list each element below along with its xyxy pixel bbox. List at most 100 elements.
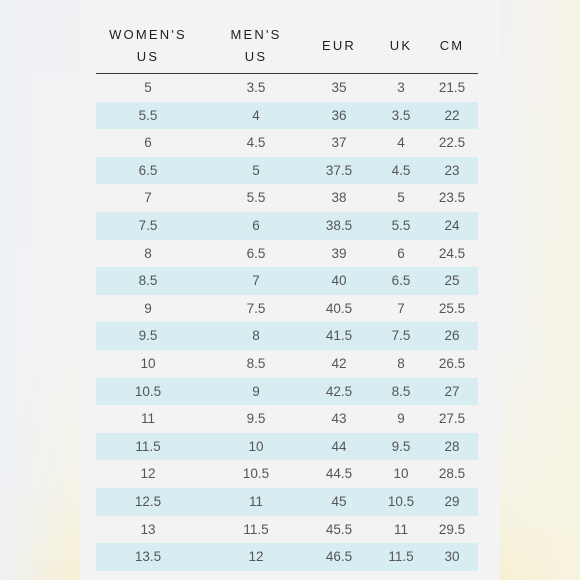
cm-cell: 25: [444, 273, 460, 289]
header-mens-line2: US: [244, 49, 268, 64]
table-row: 7 5.5 38 5 23.5: [96, 184, 478, 212]
womens-us-cell: 12: [140, 466, 156, 482]
eur-cell: 37.5: [325, 162, 353, 178]
header-womens-line1: WOMEN'S: [109, 27, 187, 42]
eur-cell: 38.5: [325, 217, 353, 233]
size-chart: WOMEN'S US MEN'S US EUR UK CM 5 3.5 35 3 21.…: [80, 0, 500, 580]
table-row: 6 4.5 37 4 22.5: [96, 129, 478, 157]
mens-us-cell: 10.5: [242, 466, 270, 482]
eur-cell: 41.5: [325, 328, 353, 344]
table-body: 5 3.5 35 3 21.5 5.5 4 36 3.5 22 6 4.5 37 4 22.5 6.5 5 37.…: [96, 74, 478, 571]
cm-cell: 24.5: [438, 245, 466, 261]
mens-us-cell: 8: [252, 328, 260, 344]
table-row: 10 8.5 42 8 26.5: [96, 350, 478, 378]
background-right: [500, 0, 580, 580]
eur-cell: 42.5: [325, 383, 353, 399]
mens-us-cell: 5: [252, 162, 260, 178]
cm-cell: 28.5: [438, 466, 466, 482]
cm-cell: 25.5: [438, 300, 466, 316]
uk-cell: 5: [397, 190, 405, 206]
uk-cell: 4.5: [391, 162, 411, 178]
womens-us-cell: 5: [144, 80, 152, 95]
womens-us-cell: 13.5: [134, 549, 162, 565]
womens-us-cell: 10.5: [134, 383, 162, 399]
mens-us-cell: 6: [252, 217, 260, 233]
table-row: 13.5 12 46.5 11.5 30: [96, 543, 478, 571]
womens-us-cell: 8: [144, 245, 152, 261]
cm-cell: 30: [444, 549, 460, 565]
cm-cell: 29.5: [438, 521, 466, 537]
table-row: 13 11.5 45.5 11 29.5: [96, 516, 478, 544]
uk-cell: 6: [397, 245, 405, 261]
eur-cell: 40: [331, 273, 347, 289]
womens-us-cell: 6.5: [138, 162, 158, 178]
table-row: 8 6.5 39 6 24.5: [96, 240, 478, 268]
eur-cell: 46.5: [325, 549, 353, 565]
header-uk: UK: [389, 38, 413, 53]
table-row: 5 3.5 35 3 21.5: [96, 74, 478, 102]
eur-cell: 43: [331, 411, 347, 427]
mens-us-cell: 3.5: [246, 80, 266, 95]
eur-cell: 36: [331, 107, 347, 123]
uk-cell: 3.5: [391, 107, 411, 123]
uk-cell: 8.5: [391, 383, 411, 399]
cm-cell: 27.5: [438, 411, 466, 427]
cm-cell: 29: [444, 493, 460, 509]
table-row: 9 7.5 40.5 7 25.5: [96, 295, 478, 323]
table-row: 6.5 5 37.5 4.5 23: [96, 156, 478, 185]
mens-us-cell: 8.5: [246, 355, 266, 371]
mens-us-cell: 10: [248, 438, 264, 454]
cm-cell: 27: [444, 383, 460, 399]
uk-cell: 5.5: [391, 217, 411, 233]
uk-cell: 7.5: [391, 328, 411, 344]
eur-cell: 40.5: [325, 300, 353, 316]
cm-cell: 26.5: [438, 355, 466, 371]
table-row: 7.5 6 38.5 5.5 24: [96, 211, 478, 240]
uk-cell: 10: [393, 466, 409, 482]
eur-cell: 45: [331, 493, 347, 509]
cm-cell: 21.5: [438, 80, 466, 95]
table-row: 11 9.5 43 9 27.5: [96, 405, 478, 433]
womens-us-cell: 11.5: [135, 438, 161, 454]
table-row: 11.5 10 44 9.5 28: [96, 432, 478, 461]
table-row: 12 10.5 44.5 10 28.5: [96, 460, 478, 488]
mens-us-cell: 7: [252, 273, 260, 289]
header-womens-line2: US: [136, 49, 160, 64]
eur-cell: 45.5: [325, 521, 353, 537]
cm-cell: 23: [444, 162, 460, 178]
mens-us-cell: 9: [252, 383, 260, 399]
mens-us-cell: 9.5: [246, 411, 266, 427]
womens-us-cell: 5.5: [138, 107, 158, 123]
uk-cell: 9.5: [391, 438, 411, 454]
mens-us-cell: 4.5: [246, 135, 266, 151]
uk-cell: 9: [397, 411, 405, 427]
table-row: 9.5 8 41.5 7.5 26: [96, 322, 478, 350]
table-row: 10.5 9 42.5 8.5 27: [96, 377, 478, 406]
table-row: 5.5 4 36 3.5 22: [96, 101, 478, 130]
header-mens-us: MEN'S US: [210, 21, 302, 71]
mens-us-cell: 11: [248, 493, 263, 509]
cm-cell: 23.5: [438, 190, 466, 206]
uk-cell: 4: [397, 135, 405, 151]
eur-cell: 38: [331, 190, 347, 206]
uk-cell: 3: [397, 80, 405, 95]
womens-us-cell: 13: [140, 521, 156, 537]
mens-us-cell: 7.5: [246, 300, 266, 316]
mens-us-cell: 4: [252, 107, 260, 123]
cm-cell: 22: [444, 107, 460, 123]
womens-us-cell: 7: [144, 190, 152, 206]
uk-cell: 6.5: [391, 273, 411, 289]
eur-cell: 35: [331, 80, 347, 95]
mens-us-cell: 5.5: [246, 190, 266, 206]
mens-us-cell: 12: [248, 549, 264, 565]
womens-us-cell: 9: [144, 300, 152, 316]
header-mens-line1: MEN'S: [230, 27, 282, 42]
uk-cell: 11.5: [388, 549, 414, 565]
uk-cell: 8: [397, 355, 405, 371]
cm-cell: 26: [444, 328, 460, 344]
eur-cell: 44: [331, 438, 347, 454]
uk-cell: 11: [393, 521, 408, 537]
eur-cell: 44.5: [325, 466, 353, 482]
eur-cell: 42: [331, 355, 347, 371]
table-header: WOMEN'S US MEN'S US EUR UK CM: [96, 21, 478, 74]
